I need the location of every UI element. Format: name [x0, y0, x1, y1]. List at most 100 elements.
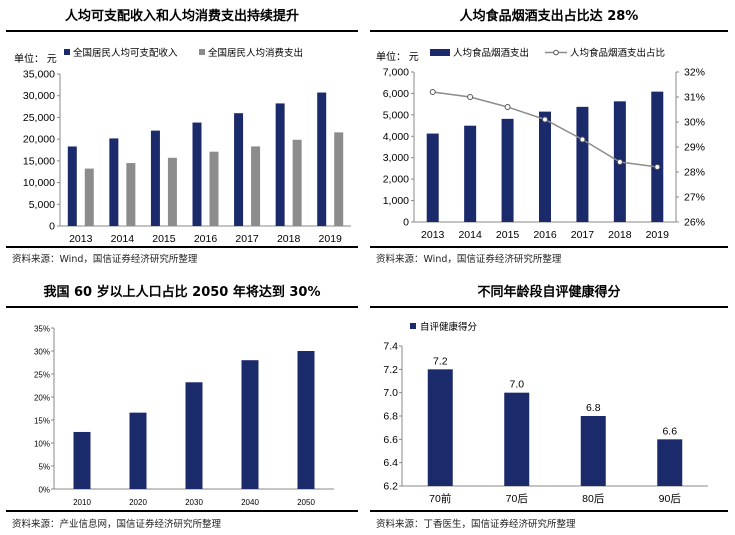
divider: [370, 306, 728, 308]
chart-title: 人均可支配收入和人均消费支出持续提升: [64, 9, 299, 24]
source-note: 资料来源：Wind，国信证券经济研究所整理: [12, 254, 198, 265]
source-note: 资料来源：Wind，国信证券经济研究所整理: [376, 254, 562, 265]
y-axis-right-tick-label: 28%: [684, 167, 705, 179]
y-axis-tick-label: 7.0: [383, 387, 398, 399]
y-axis-tick-label: 0: [49, 221, 55, 233]
x-axis-tick-label: 2019: [646, 229, 670, 241]
chart-title: 我国 60 岁以上人口占比 2050 年将达到 30%: [43, 285, 321, 300]
bar: [67, 146, 77, 226]
y-axis-left-tick-label: 0: [403, 217, 409, 229]
divider: [370, 246, 728, 248]
x-axis-tick-label: 80后: [582, 493, 604, 505]
bar: [129, 412, 147, 489]
bar: [209, 151, 219, 226]
chart-panel-health: 不同年龄段自评健康得分 自评健康得分 6.2 6.4 6.6 6.8 7.0 7.2 7.4 7…: [370, 282, 728, 532]
bar: [150, 130, 160, 226]
y-axis-left-tick-label: 5,000: [383, 109, 409, 121]
source-note: 资料来源：丁香医生，国信证券经济研究所整理: [376, 519, 576, 530]
y-axis-tick-label: 35%: [34, 325, 50, 334]
y-axis-right-tick-label: 31%: [684, 92, 705, 104]
y-axis-tick-label: 35,000: [23, 69, 55, 81]
divider: [6, 510, 358, 512]
data-label: 6.6: [662, 425, 677, 437]
y-axis-right-tick-label: 26%: [684, 217, 705, 229]
x-axis-tick-label: 2013: [421, 229, 445, 241]
y-axis-tick-label: 20%: [34, 394, 50, 403]
bar: [426, 133, 439, 222]
x-axis-tick-label: 2014: [458, 229, 482, 241]
unit-label: 单位： 元: [376, 50, 419, 63]
legend-label: 自评健康得分: [420, 321, 478, 333]
x-axis-tick-label: 2018: [277, 233, 301, 245]
y-axis-right-tick-label: 27%: [684, 192, 705, 204]
y-axis-right-tick-label: 30%: [684, 117, 705, 129]
bar: [275, 103, 285, 226]
y-axis-tick-label: 30%: [34, 348, 50, 357]
x-axis-tick-label: 90后: [659, 493, 681, 505]
bar: [297, 351, 315, 489]
bar: [185, 382, 203, 489]
legend-swatch: [199, 49, 205, 55]
bar: [126, 163, 136, 226]
divider: [6, 246, 358, 248]
y-axis-tick-label: 5,000: [29, 199, 55, 211]
legend-marker: [553, 49, 559, 56]
legend-swatch: [430, 49, 450, 56]
chart-elderly-share: 0% 5% 10% 15% 20% 25% 30% 35% 2010 2020 2030 2040 20…: [34, 325, 334, 507]
y-axis-tick-label: 15%: [34, 417, 50, 426]
y-axis-tick-label: 25%: [34, 371, 50, 380]
x-axis-tick-label: 2010: [73, 498, 91, 507]
x-axis-tick-label: 70前: [429, 492, 451, 505]
y-axis-tick-label: 25,000: [23, 112, 55, 124]
source-note: 资料来源：产业信息网，国信证券经济研究所整理: [12, 519, 222, 530]
chart-title: 不同年龄段自评健康得分: [477, 285, 621, 300]
bar: [539, 111, 551, 222]
x-axis-tick-label: 2020: [129, 498, 147, 507]
line-point: [542, 116, 548, 123]
y-axis-right-tick-label: 32%: [684, 67, 705, 79]
chart-panel-income: 人均可支配收入和人均消费支出持续提升 单位： 元 全国居民人均可支配收入 全国居民人…: [6, 6, 358, 268]
y-axis-tick-label: 6.8: [383, 411, 398, 423]
x-axis-tick-label: 2013: [69, 233, 93, 245]
y-axis-left-tick-label: 7,000: [383, 67, 409, 79]
divider: [370, 510, 728, 512]
y-axis-tick-label: 10,000: [23, 177, 55, 189]
bar: [576, 106, 589, 222]
y-axis-tick-label: 30,000: [23, 90, 55, 102]
bar: [504, 392, 530, 486]
y-axis-tick-label: 6.2: [383, 481, 398, 493]
legend-label: 人均食品烟酒支出占比: [570, 47, 665, 59]
x-axis-tick-label: 2030: [185, 498, 203, 507]
data-label: 7.0: [509, 379, 524, 391]
y-axis-tick-label: 20,000: [23, 134, 55, 146]
x-axis-tick-label: 2017: [235, 233, 259, 245]
chart-food-spending: 单位： 元 人均食品烟酒支出 人均食品烟酒支出占比 0 1,000 2,000 3,000 4…: [376, 47, 705, 241]
bar: [651, 91, 664, 222]
legend-label: 全国居民人均可支配收入: [73, 47, 178, 59]
bar: [427, 369, 453, 486]
chart-income-consumption: 单位： 元 全国居民人均可支配收入 全国居民人均消费支出 0 5,000 10,000 15…: [14, 47, 351, 245]
data-label: 6.8: [586, 402, 601, 414]
line-point: [504, 104, 511, 110]
line-point: [579, 136, 586, 143]
x-axis-tick-label: 70后: [506, 493, 528, 505]
legend-label: 全国居民人均消费支出: [208, 47, 303, 59]
bar: [73, 431, 91, 489]
divider: [6, 306, 358, 308]
y-axis-left-tick-label: 4,000: [383, 131, 409, 143]
bar: [109, 138, 119, 226]
legend-label: 人均食品烟酒支出: [453, 47, 529, 59]
bar: [317, 92, 327, 226]
bar: [292, 139, 302, 226]
y-axis-tick-label: 7.4: [383, 341, 398, 353]
bar: [251, 146, 261, 226]
bar: [167, 157, 177, 226]
chart-title: 人均食品烟酒支出占比达 28%: [459, 9, 639, 24]
legend-swatch: [410, 323, 416, 329]
line-point: [467, 94, 474, 100]
x-axis-tick-label: 2050: [297, 498, 315, 507]
bar: [334, 132, 344, 226]
chart-health-score: 自评健康得分 6.2 6.4 6.6 6.8 7.0 7.2 7.4 70前 70后 80后 90后 7…: [383, 321, 708, 505]
x-axis-tick-label: 2017: [571, 229, 595, 241]
unit-label: 单位： 元: [14, 52, 57, 65]
